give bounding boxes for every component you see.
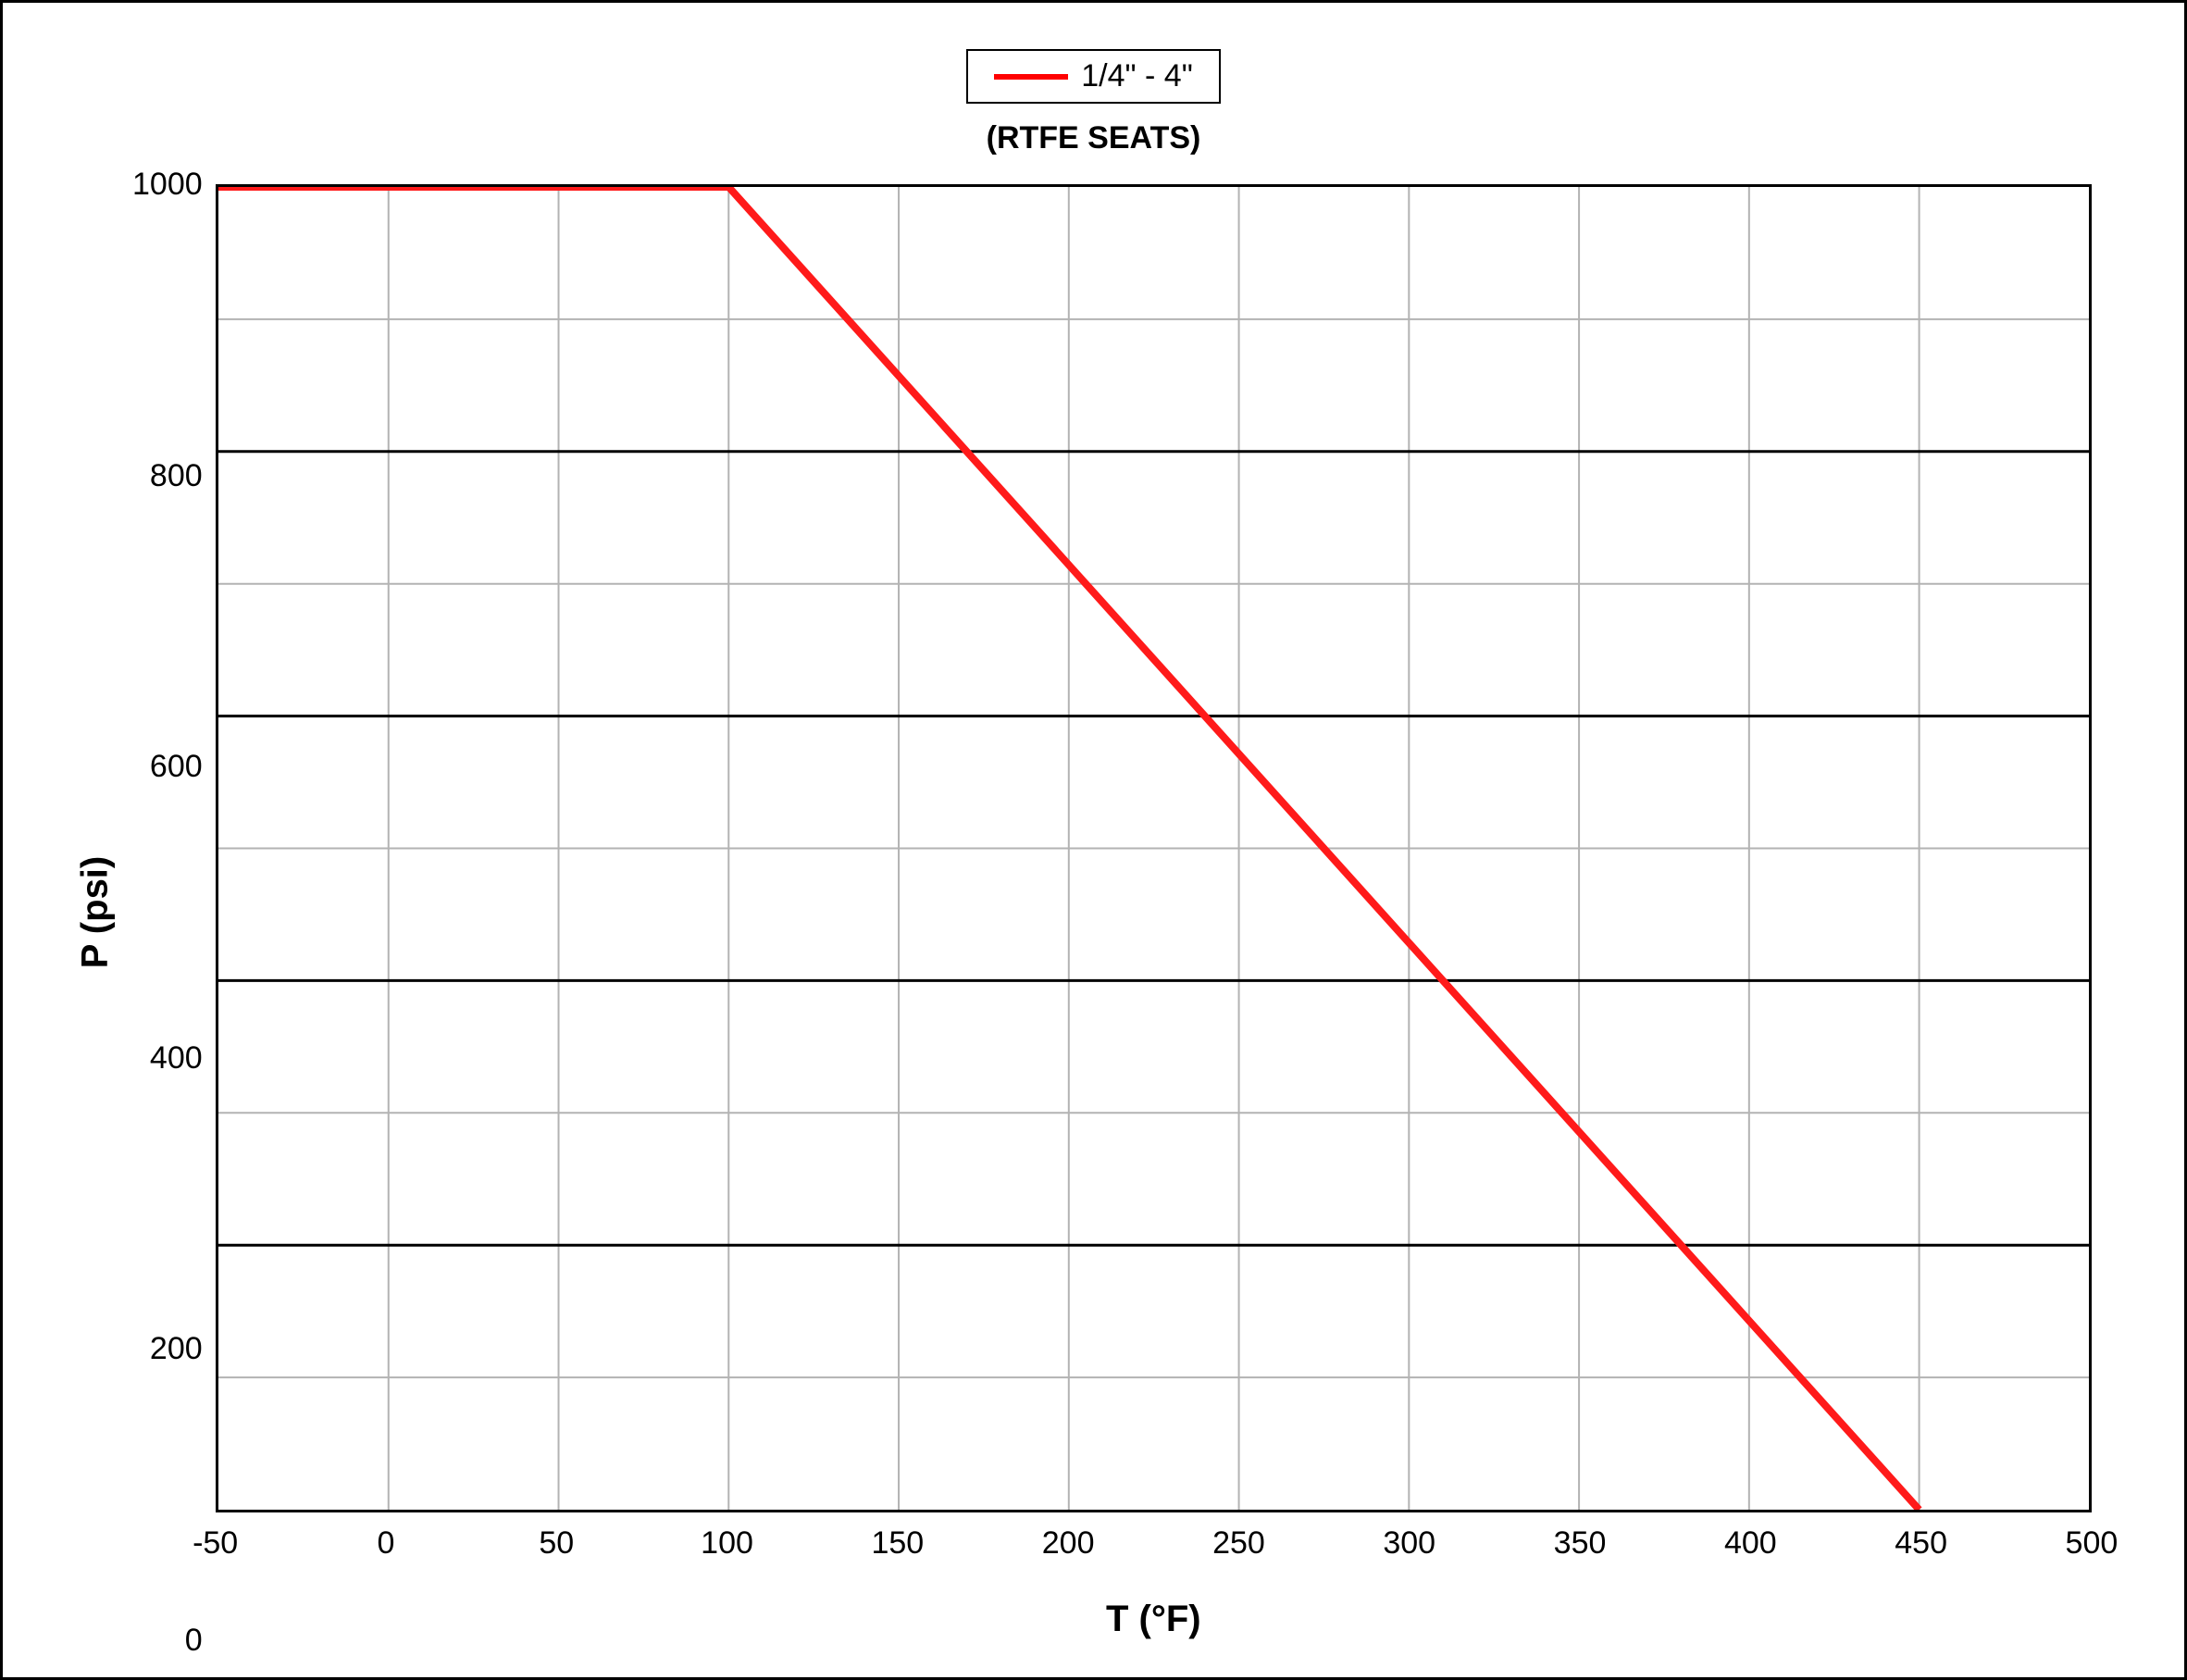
chart-container: 1/4" - 4" (RTFE SEATS) P (psi) 100080060… xyxy=(58,40,2129,1640)
chart-frame: 1/4" - 4" (RTFE SEATS) P (psi) 100080060… xyxy=(0,0,2187,1680)
plot-row: P (psi) 10008006004002000 -5005010015020… xyxy=(58,184,2129,1640)
right-spacer xyxy=(2092,184,2129,1640)
plot-area xyxy=(216,184,2092,1512)
legend-label: 1/4" - 4" xyxy=(1081,58,1193,94)
y-axis-label: P (psi) xyxy=(75,856,117,969)
y-axis-label-col: P (psi) xyxy=(58,184,132,1640)
chart-subtitle: (RTFE SEATS) xyxy=(987,120,1201,156)
legend-line xyxy=(994,74,1068,80)
x-axis-label: T (°F) xyxy=(216,1599,2092,1640)
plot-svg xyxy=(218,187,2089,1510)
y-axis-ticks: 10008006004002000 xyxy=(132,184,216,1640)
x-axis-ticks: -50050100150200250300350400450500 xyxy=(216,1512,2092,1562)
legend: 1/4" - 4" xyxy=(966,49,1221,104)
plot-column: -50050100150200250300350400450500 T (°F) xyxy=(216,184,2092,1640)
